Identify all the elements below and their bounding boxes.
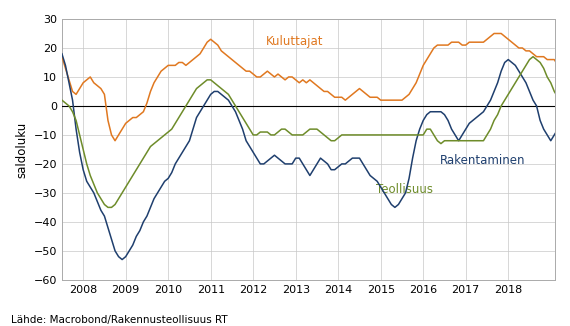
Text: Lähde: Macrobond/Rakennusteollisuus RT: Lähde: Macrobond/Rakennusteollisuus RT (11, 315, 228, 325)
Y-axis label: saldoluku: saldoluku (15, 121, 28, 178)
Text: Kuluttajat: Kuluttajat (266, 35, 323, 48)
Text: Rakentaminen: Rakentaminen (440, 154, 526, 167)
Text: Teollisuus: Teollisuus (376, 183, 433, 196)
